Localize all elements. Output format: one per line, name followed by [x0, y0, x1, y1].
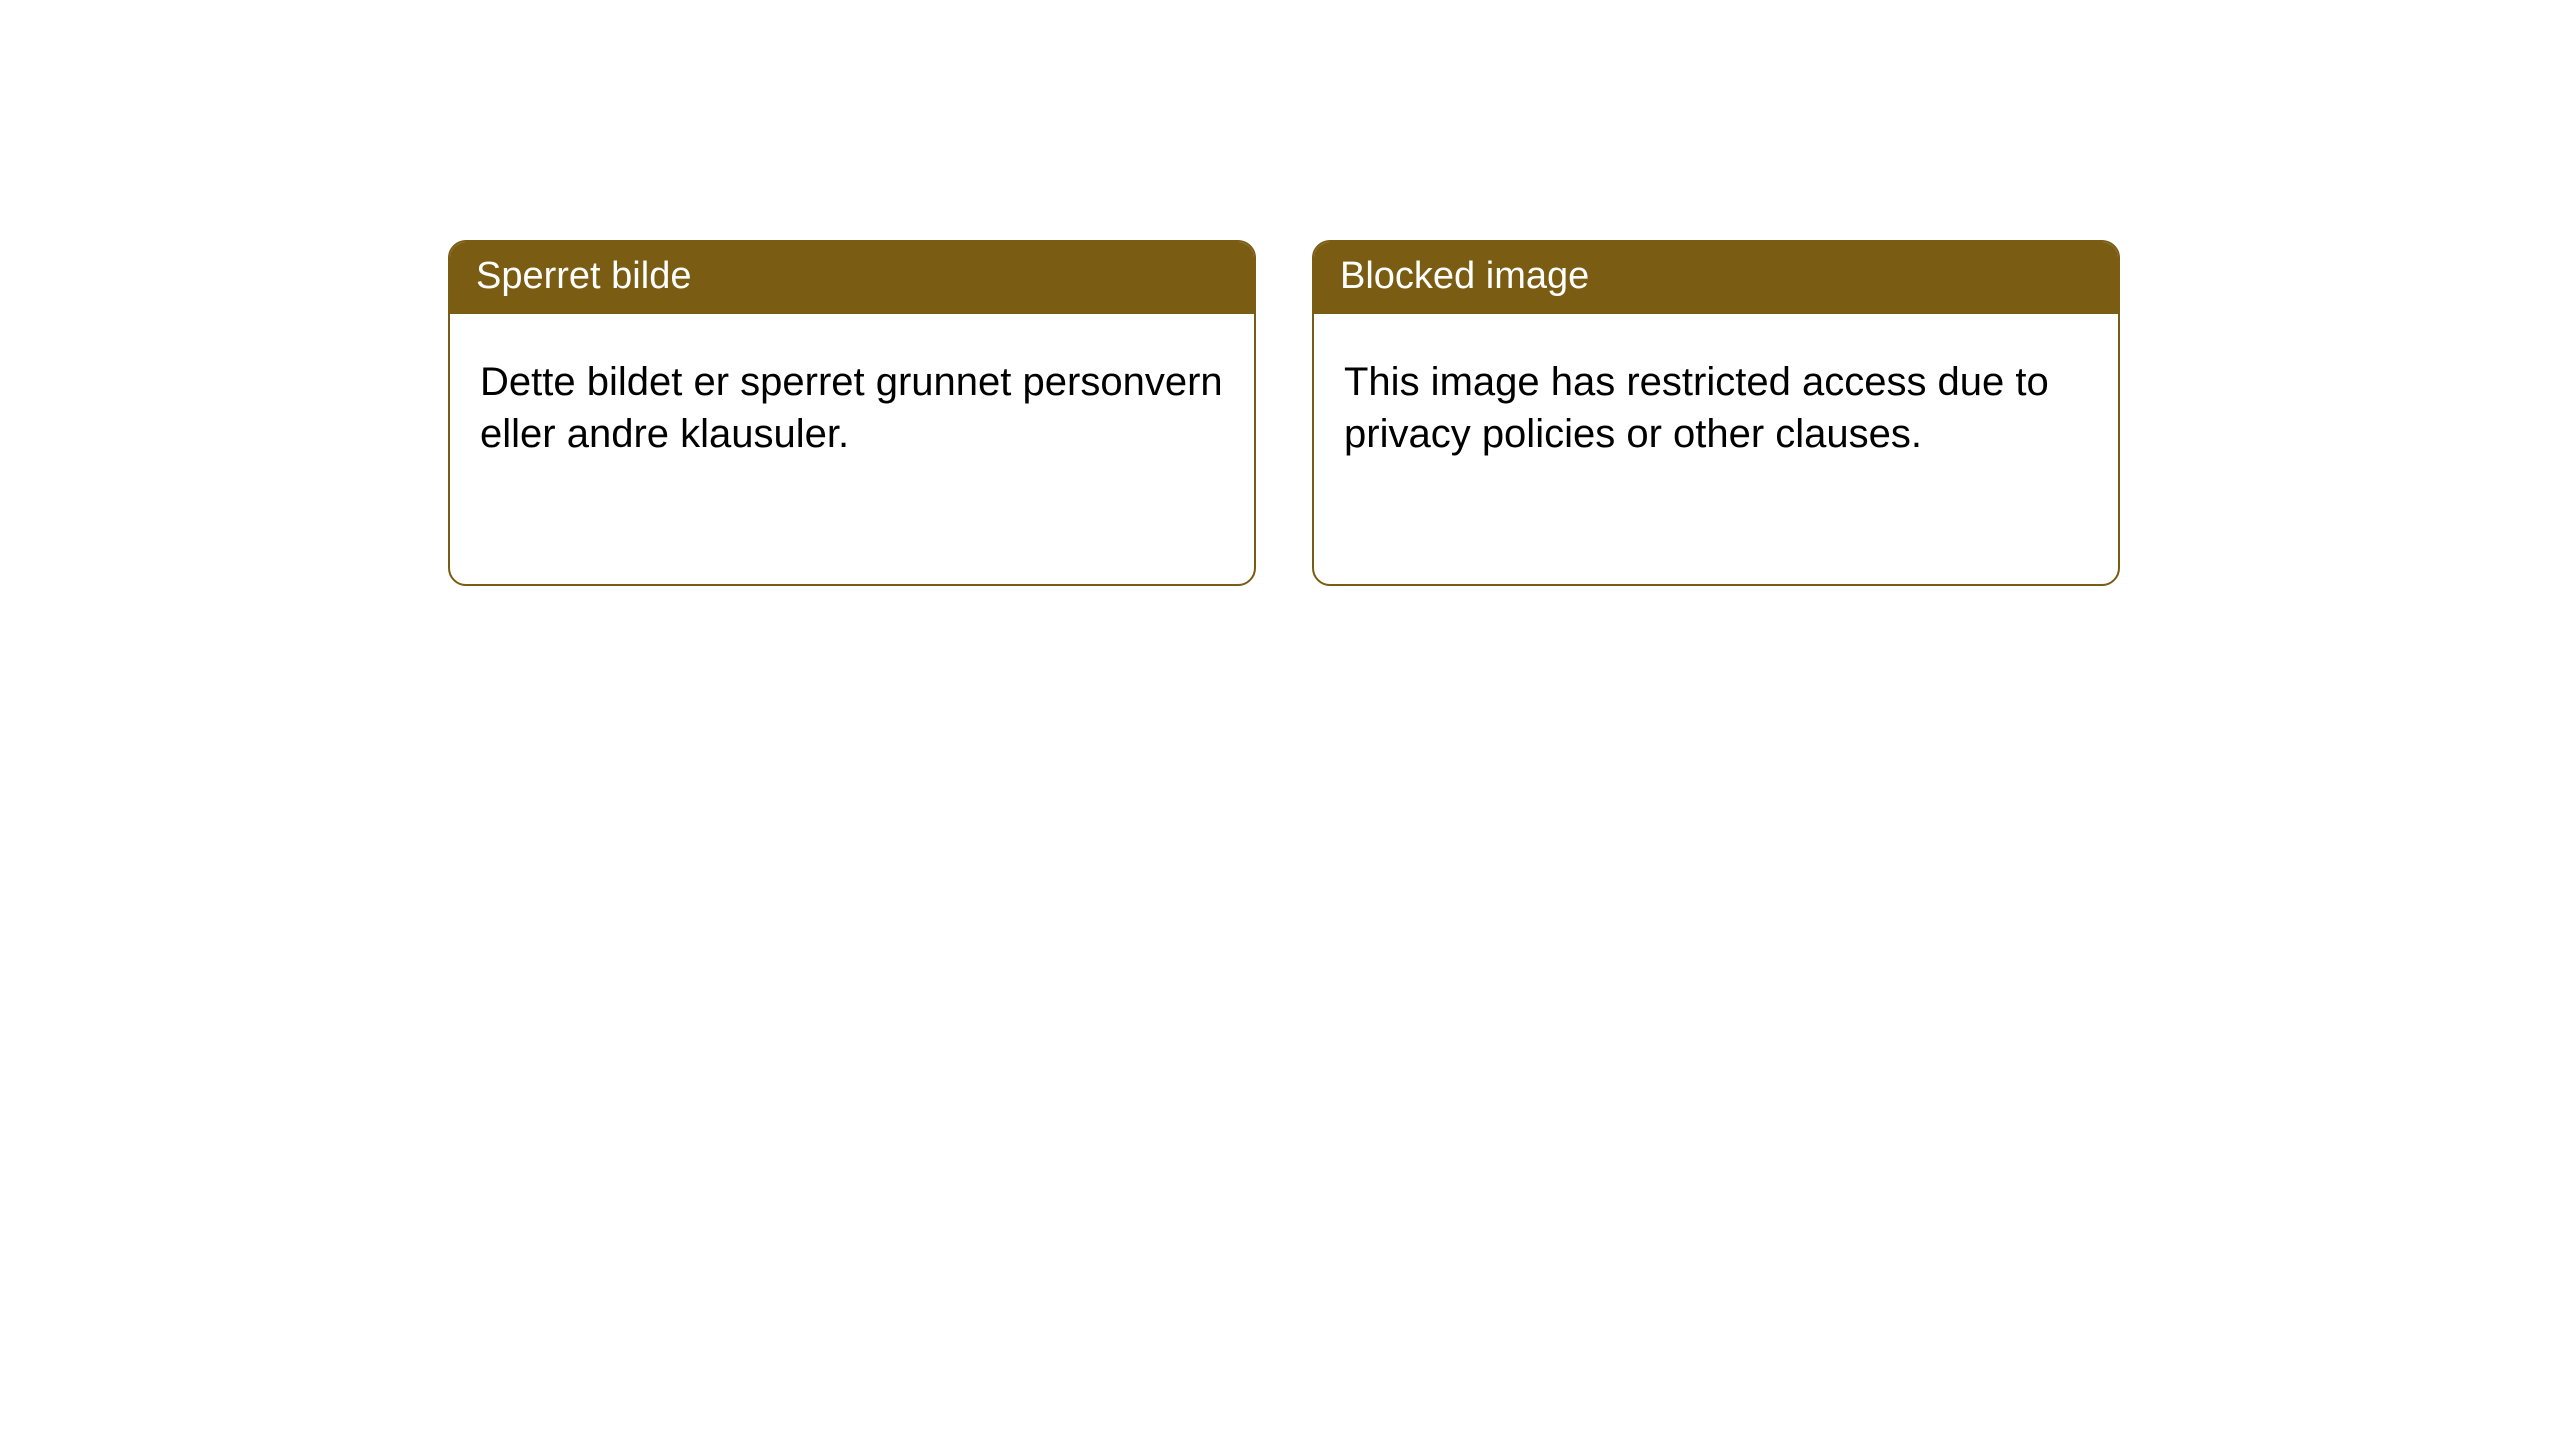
- card-header-norwegian: Sperret bilde: [450, 242, 1254, 314]
- card-text-norwegian: Dette bildet er sperret grunnet personve…: [480, 360, 1223, 456]
- notice-card-norwegian: Sperret bilde Dette bildet er sperret gr…: [448, 240, 1256, 586]
- notice-card-english: Blocked image This image has restricted …: [1312, 240, 2120, 586]
- card-text-english: This image has restricted access due to …: [1344, 360, 2049, 456]
- card-header-english: Blocked image: [1314, 242, 2118, 314]
- cards-container: Sperret bilde Dette bildet er sperret gr…: [0, 0, 2560, 586]
- card-title-english: Blocked image: [1340, 255, 1589, 297]
- card-body-english: This image has restricted access due to …: [1314, 314, 2118, 584]
- card-title-norwegian: Sperret bilde: [476, 255, 691, 297]
- card-body-norwegian: Dette bildet er sperret grunnet personve…: [450, 314, 1254, 584]
